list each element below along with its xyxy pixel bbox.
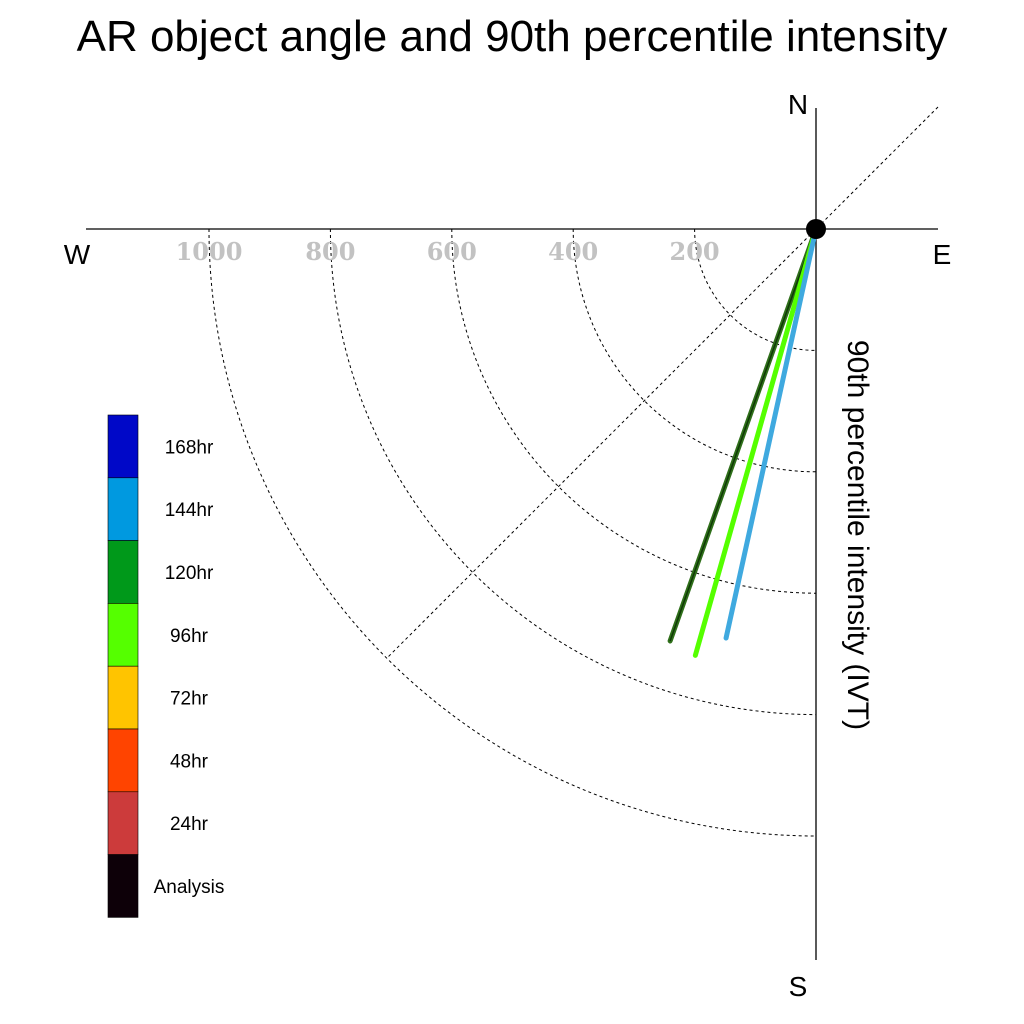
legend-label: 24hr [170, 814, 209, 835]
series-line-core [669, 228, 817, 642]
radial-axis-label: 90th percentile intensity (IVT) [841, 340, 874, 730]
series-layer [667, 226, 819, 658]
series-line-96hr [692, 226, 819, 658]
legend-swatch [107, 603, 139, 667]
legend-swatch [107, 665, 139, 730]
radial-tick-label: 1000 [176, 237, 243, 266]
origin-marker [806, 219, 826, 239]
compass-west: W [64, 239, 91, 270]
grid-arc [208, 228, 817, 837]
legend-label: 168hr [165, 437, 214, 458]
radial-tick-label: 400 [548, 237, 598, 266]
radial-tick-label: 800 [305, 237, 355, 266]
grid-arc [451, 228, 817, 594]
legend-swatch [107, 540, 139, 604]
chart-title: AR object angle and 90th percentile inte… [76, 12, 948, 61]
grid-arc [329, 228, 817, 716]
compass-north: N [788, 89, 808, 120]
legend-label: 72hr [170, 689, 209, 710]
tick-layer: 200 400 600 800 1000 [176, 237, 720, 266]
series-line-144hr [723, 226, 819, 641]
legend-label: 144hr [165, 500, 214, 521]
legend-label: 48hr [170, 751, 209, 772]
legend-label: Analysis [154, 877, 225, 898]
axis-layer [86, 106, 939, 960]
radial-tick-label: 600 [427, 237, 477, 266]
legend-swatch [107, 728, 139, 793]
legend-swatch [107, 414, 139, 479]
grid-arc [572, 228, 817, 473]
legend-swatch [107, 791, 139, 855]
legend: 168hr 144hr 120hr 96hr 72hr 48hr 24hr Analysis [107, 414, 225, 918]
legend-swatch [107, 477, 139, 541]
diagonal-guide [386, 106, 939, 659]
radial-tick-label: 200 [670, 237, 720, 266]
legend-swatch [107, 854, 139, 918]
legend-label: 120hr [165, 563, 214, 584]
compass-east: E [933, 239, 952, 270]
legend-label: 96hr [170, 626, 209, 647]
compass-south: S [789, 971, 808, 1002]
